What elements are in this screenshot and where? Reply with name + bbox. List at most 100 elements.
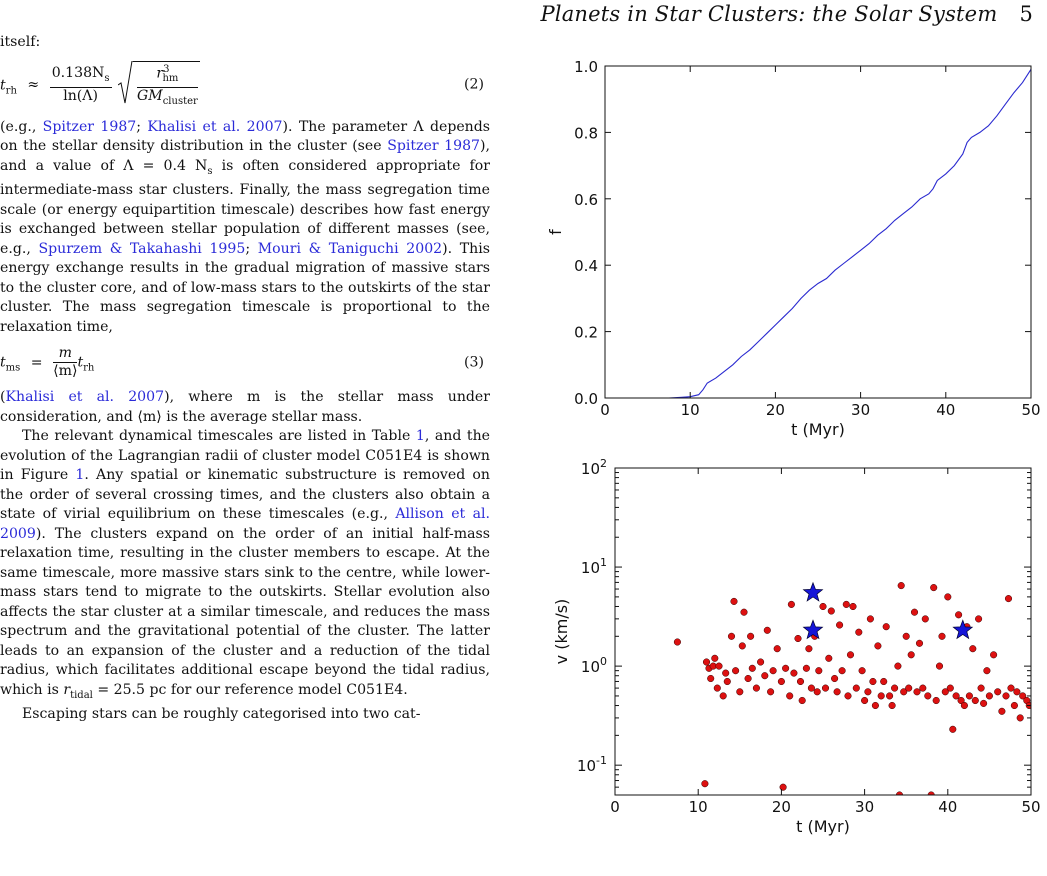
paragraph: (e.g., Spitzer 1987; Khalisi et al. 2007… [0,118,491,335]
data-point [805,645,813,653]
data-point [719,692,727,700]
sqrt-radical: r3hm GMcluster [118,60,200,110]
data-point [761,672,769,680]
data-point [866,615,874,623]
x-tick-label: 30 [855,798,874,816]
text-column: itself: trh ≈ 0.138Ns ln(Λ) r3hm GMcluster… [0,33,490,724]
data-point [855,628,863,636]
data-point [786,692,794,700]
data-point [802,664,810,672]
citation-link[interactable]: Spurzem & Takahashi 1995 [38,240,246,257]
data-point [790,669,798,677]
data-point [757,658,765,666]
data-point [711,654,719,662]
x-tick-label: 50 [1021,798,1040,816]
data-point [969,645,977,653]
citation-link[interactable]: Khalisi et al. 2007 [147,118,283,135]
data-point [998,707,1006,715]
data-point [924,692,932,700]
x-tick-label: 0 [600,401,610,419]
series-line [605,69,1031,398]
data-point [938,632,946,640]
data-point [975,615,983,623]
data-point [727,632,736,640]
data-point [960,701,968,710]
data-point [794,634,802,643]
x-tick-label: 40 [938,798,957,816]
x-tick-label: 40 [936,401,955,419]
data-point [827,607,835,615]
data-point [874,642,882,650]
data-point [1019,692,1027,700]
star-marker [802,619,824,640]
data-point [673,638,681,646]
data-point [732,667,740,675]
data-point [736,688,744,696]
data-point [957,696,965,705]
x-tick-label: 20 [766,401,785,419]
data-point [821,684,830,692]
data-point [864,688,872,696]
data-point [965,692,973,700]
running-title: Planets in Star Clusters: the Solar Syst… [540,2,998,26]
data-point [902,632,910,640]
data-point [915,639,924,647]
data-point [825,654,833,662]
data-point [798,696,806,705]
y-tick-label: 0.0 [574,390,598,408]
paragraph: (Khalisi et al. 2007), where m is the st… [0,389,490,425]
table-ref-link[interactable]: 1 [415,428,425,445]
star-marker [952,619,974,640]
y-axis-label: v (km/s) [552,599,571,665]
data-point [702,658,711,666]
data-point [777,677,785,686]
data-point [930,584,938,592]
plot-frame [604,65,1032,399]
data-point [752,684,760,692]
data-point [921,615,929,623]
data-point [980,699,988,707]
chart-v-vs-t: 0 10 20 30 40 50 102 101 100 10-1 t (Myr) v (km/s) [552,457,1041,836]
data-point [813,688,821,696]
data-point [971,696,979,705]
data-point [769,667,777,675]
data-point [897,582,905,590]
figure-ref-link[interactable]: 1 [75,467,85,484]
y-tick-label: 0.6 [574,191,598,209]
data-point [955,611,963,619]
data-point [1002,692,1010,700]
data-point [900,688,908,696]
data-point [744,674,752,683]
data-point [815,667,823,675]
data-point [831,674,839,683]
data-point [796,677,805,686]
y-tick-label: 10-1 [577,754,607,775]
plot-frame [614,467,1032,796]
running-head: Planets in Star Clusters: the Solar Syst… [540,2,1033,26]
data-point [782,664,790,672]
y-tick-label: 101 [581,556,607,577]
y-tick-label: 0.4 [574,257,598,275]
x-tick-label: 0 [610,798,620,816]
data-point [701,780,709,788]
x-axis-label: t (Myr) [791,420,845,439]
data-point [944,593,952,601]
page-number: 5 [1019,2,1033,26]
y-axis-label: f [546,229,565,235]
data-point [1004,595,1013,603]
x-tick-label: 10 [689,798,708,816]
x-axis-label: t (Myr) [796,817,850,836]
data-point [905,684,913,692]
data-point [833,688,841,696]
citation-link[interactable]: Spitzer 1987 [387,138,481,155]
star-marker [802,581,824,602]
data-point [722,669,730,677]
data-point [952,692,960,700]
citation-link[interactable]: Allison et al. 2009 [0,506,490,542]
data-point [787,600,795,608]
data-point [994,688,1002,696]
data-point [858,667,866,675]
citation-link[interactable]: Spitzer 1987 [42,118,137,135]
citation-link[interactable]: Khalisi et al. 2007 [5,389,165,406]
citation-link[interactable]: Mouri & Taniguchi 2002 [257,240,443,257]
